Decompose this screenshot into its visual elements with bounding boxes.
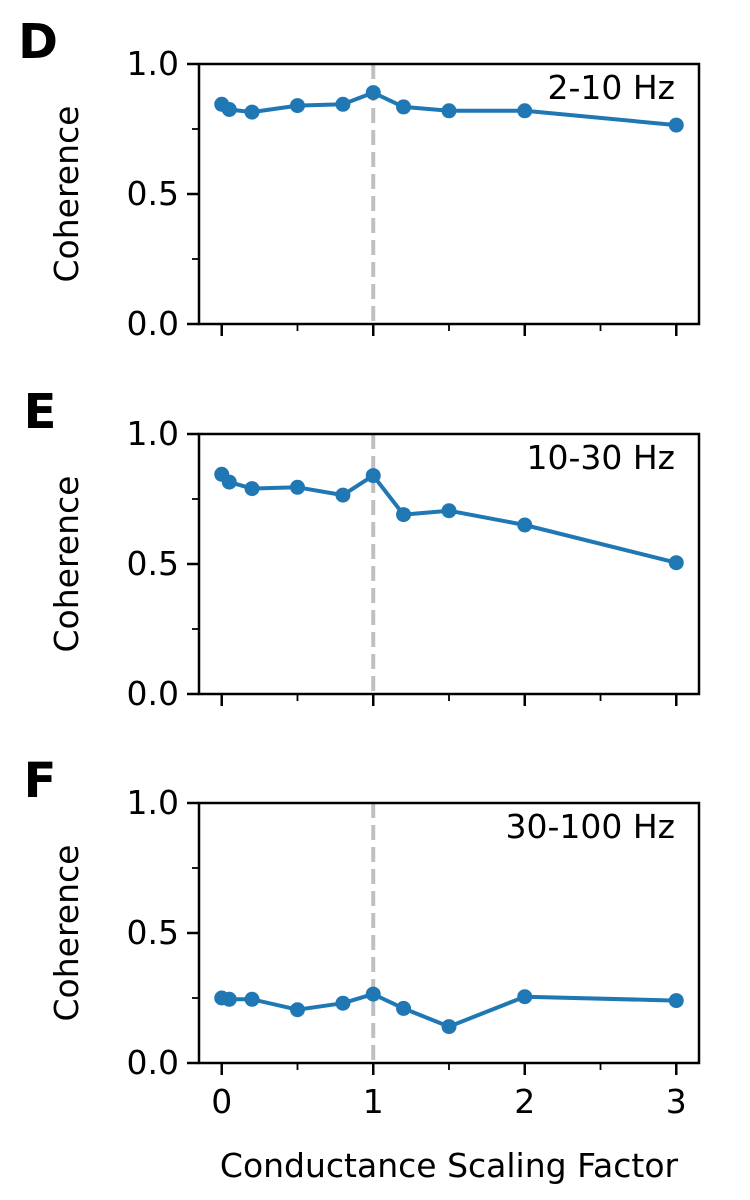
data-point [221, 474, 237, 490]
band-annotation: 30-100 Hz [505, 807, 675, 846]
data-point [335, 96, 351, 112]
data-point [396, 507, 412, 523]
y-tick-label: 0.0 [127, 674, 179, 713]
data-point [441, 103, 457, 119]
data-point [668, 555, 684, 571]
y-tick-label: 0.5 [127, 913, 179, 952]
data-point [396, 1000, 412, 1016]
data-point [244, 104, 260, 120]
panel-f: F 0.0 0.5 1.0 0 1 2 3 Coherence 30-100 Hz [24, 753, 701, 1121]
panel-letter: F [24, 753, 57, 809]
series-line [220, 472, 677, 565]
data-point [396, 99, 412, 115]
data-point [365, 468, 381, 484]
data-point [335, 487, 351, 503]
x-tick-label: 3 [666, 1082, 687, 1121]
y-tick-label: 0.5 [127, 544, 179, 583]
x-axis-label: Conductance Scaling Factor [220, 1146, 679, 1185]
series-line [221, 992, 677, 1029]
series-line [220, 90, 677, 128]
y-tick-label: 0.0 [127, 1043, 179, 1082]
data-point [517, 517, 533, 533]
data-point [244, 991, 260, 1007]
y-tick-label: 1.0 [127, 44, 179, 83]
data-point [365, 986, 381, 1002]
x-tick-label: 0 [211, 1082, 232, 1121]
data-point [517, 989, 533, 1005]
y-tick-label: 1.0 [127, 414, 179, 453]
y-axis-label: Coherence [47, 476, 86, 653]
band-annotation: 10-30 Hz [526, 438, 675, 477]
panel-letter: D [18, 14, 58, 70]
panel-letter: E [24, 384, 57, 440]
data-point [365, 85, 381, 101]
x-tick-label: 2 [514, 1082, 535, 1121]
y-axis-label: Coherence [47, 845, 86, 1022]
y-tick-label: 0.5 [127, 174, 179, 213]
data-point [289, 98, 305, 114]
y-tick-label: 1.0 [127, 783, 179, 822]
data-point [244, 481, 260, 497]
data-point [289, 1002, 305, 1018]
band-annotation: 2-10 Hz [547, 68, 675, 107]
data-point [289, 479, 305, 495]
y-axis-label: Coherence [47, 106, 86, 283]
data-point [335, 995, 351, 1011]
panels-group: D 0.0 0.5 1.0 Coherence 2-10 Hz E 0.0 0.5 1.0 Cohe… [18, 14, 701, 1121]
data-point [441, 1019, 457, 1035]
panel-e: E 0.0 0.5 1.0 Coherence 10-30 Hz [24, 384, 701, 713]
data-point [221, 102, 237, 117]
data-point [441, 503, 457, 519]
y-tick-label: 0.0 [127, 304, 179, 343]
panel-d: D 0.0 0.5 1.0 Coherence 2-10 Hz [18, 14, 701, 343]
data-point [517, 103, 533, 119]
data-point [668, 993, 684, 1009]
x-tick-label: 1 [363, 1082, 384, 1121]
data-point [668, 117, 684, 133]
data-point [221, 991, 237, 1007]
